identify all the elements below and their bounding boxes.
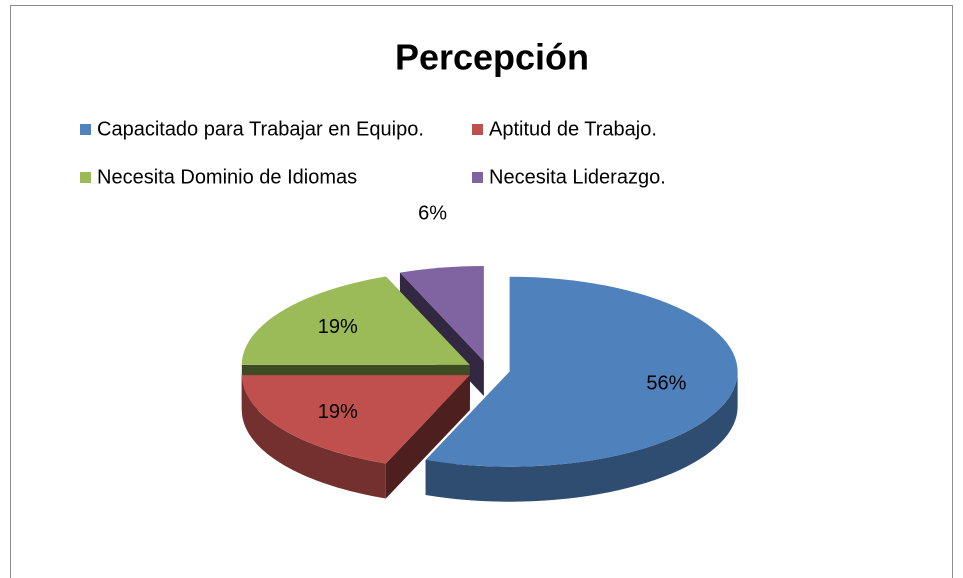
data-label: 6%: [418, 202, 447, 224]
legend-swatch: [472, 172, 483, 183]
legend-label: Necesita Liderazgo.: [489, 166, 666, 188]
slice-top: [399, 265, 484, 361]
legend-label: Aptitud de Trabajo.: [489, 118, 657, 140]
slice-wall: [241, 375, 386, 499]
slice-top: [241, 276, 470, 365]
slice: [425, 276, 738, 502]
legend-label: Capacitado para Trabajar en Equipo.: [97, 118, 424, 140]
slice: [241, 375, 470, 499]
legend-label: Necesita Dominio de Idiomas: [97, 166, 357, 188]
legend-swatch: [472, 124, 483, 135]
chart-title: Percepción: [395, 37, 589, 78]
slice-wall: [425, 371, 738, 502]
slice-top: [425, 276, 738, 467]
legend-swatch: [80, 172, 91, 183]
data-label: 19%: [318, 401, 358, 423]
slice-top: [241, 375, 470, 464]
data-label: 56%: [646, 372, 686, 394]
data-label: 19%: [318, 316, 358, 338]
legend-swatch: [80, 124, 91, 135]
